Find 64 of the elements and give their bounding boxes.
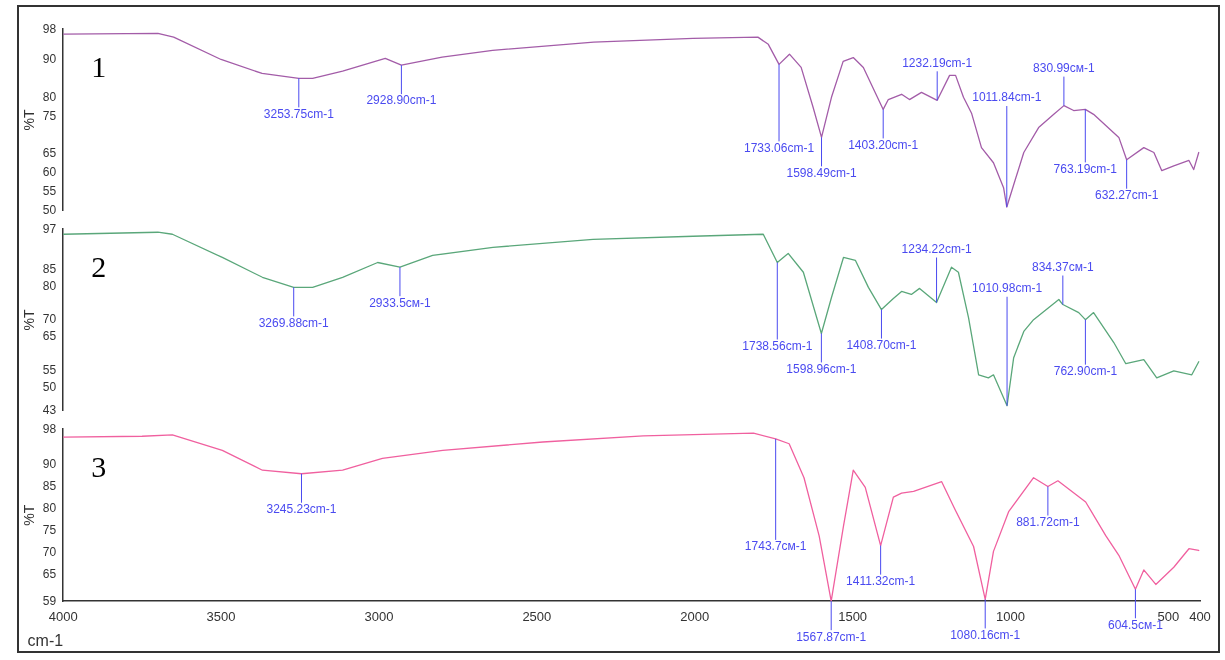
y-tick-label: 75: [42, 522, 57, 537]
y-axis-title: %T: [21, 309, 38, 331]
y-tick-label: 55: [42, 184, 57, 199]
y-axis-title: %T: [21, 504, 38, 526]
y-tick-label: 85: [42, 261, 57, 276]
y-tick-label: 80: [42, 89, 57, 104]
annotation: 1743.7см-1: [744, 539, 807, 554]
y-tick-label: 70: [42, 312, 57, 327]
annotation: 1403.20cm-1: [848, 137, 919, 152]
annotation: 3253.75cm-1: [263, 106, 335, 121]
y-tick-label: 80: [42, 500, 57, 515]
annotation: 3269.88cm-1: [258, 315, 330, 330]
y-tick-label: 90: [42, 456, 57, 471]
annotation: 1598.49cm-1: [786, 165, 857, 180]
x-tick-label: 400: [1189, 608, 1211, 624]
annotation: 1234.22cm-1: [901, 241, 972, 256]
y-tick-label: 80: [42, 278, 57, 293]
annotation: 1: [91, 50, 107, 84]
y-tick-label: 55: [42, 362, 57, 377]
y-tick-label: 59: [42, 593, 57, 608]
x-tick-label: 4000: [48, 608, 78, 624]
x-tick-label: 1500: [838, 608, 868, 624]
y-tick-label: 65: [42, 146, 57, 161]
y-tick-label: 97: [42, 221, 57, 236]
annotation: 1567.87cm-1: [796, 629, 867, 644]
annotation: 763.19cm-1: [1053, 161, 1118, 176]
annotation: 1010.98cm-1: [972, 281, 1043, 296]
y-axis-title: %T: [21, 109, 38, 131]
x-axis-title: cm-1: [27, 631, 64, 649]
annotation: 632.27cm-1: [1094, 188, 1159, 203]
y-tick-label: 85: [42, 478, 57, 493]
annotation: 2928.90cm-1: [366, 93, 437, 108]
x-tick-label: 2500: [522, 608, 552, 624]
y-tick-label: 90: [42, 51, 57, 66]
annotation: 1598.96cm-1: [786, 361, 857, 376]
x-tick-label: 3500: [206, 608, 236, 624]
x-tick-label: 1000: [996, 608, 1025, 624]
y-tick-label: 43: [42, 403, 57, 418]
annotation: 881.72cm-1: [1016, 514, 1080, 529]
y-tick-label: 50: [42, 379, 57, 394]
x-tick-label: 3000: [364, 608, 394, 624]
annotation: 2933.5см-1: [369, 295, 432, 310]
annotation: 2: [91, 250, 107, 284]
annotation: 1411.32cm-1: [846, 573, 916, 588]
y-tick-label: 75: [42, 108, 57, 123]
annotation: 1232.19cm-1: [902, 55, 973, 70]
y-tick-label: 50: [42, 203, 57, 218]
annotation: 1011.84cm-1: [972, 90, 1042, 105]
annotation: 762.90cm-1: [1053, 363, 1118, 378]
y-tick-label: 70: [42, 545, 57, 559]
y-tick-label: 60: [42, 165, 57, 180]
y-tick-label: 98: [42, 21, 57, 36]
y-tick-label: 98: [42, 421, 57, 436]
annotation: 834.37см-1: [1032, 259, 1094, 274]
annotation: 3245.23cm-1: [266, 502, 337, 517]
annotation: 1408.70cm-1: [846, 337, 917, 352]
annotation: 1733.06cm-1: [744, 140, 815, 155]
y-tick-label: 65: [42, 329, 57, 344]
annotation: 1738.56cm-1: [742, 338, 813, 353]
y-tick-label: 65: [42, 567, 57, 582]
annotation: 3: [91, 450, 107, 484]
annotation: 1080.16cm-1: [950, 627, 1021, 642]
annotation: 830.99см-1: [1033, 60, 1096, 75]
x-tick-label: 2000: [680, 608, 710, 624]
